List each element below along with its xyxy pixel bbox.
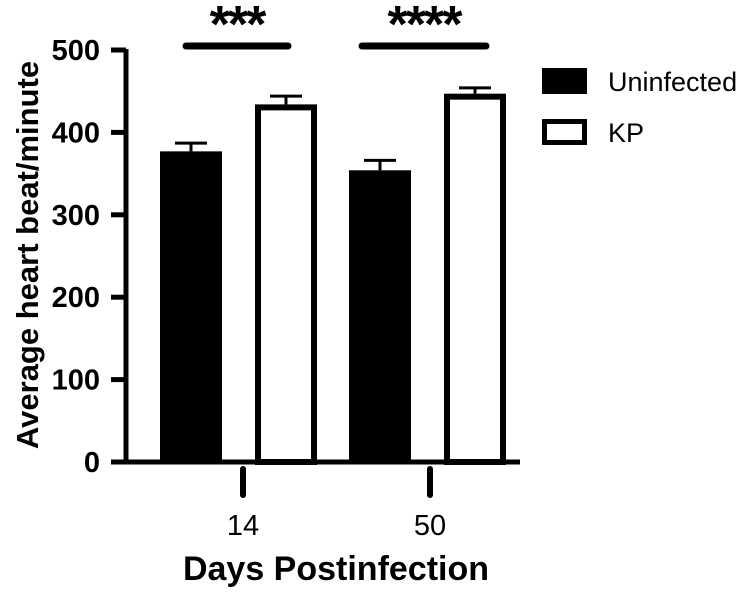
y-axis: 0 100 200 300 400 500: [52, 35, 129, 479]
y-tick-label: 200: [52, 282, 100, 314]
bars: [160, 86, 506, 465]
legend: Uninfected KP: [542, 67, 737, 148]
legend-swatch: [542, 68, 587, 94]
legend-label: KP: [608, 118, 644, 148]
x-tick-label: 14: [227, 510, 259, 542]
x-tick-label: 50: [414, 510, 446, 542]
bar-uninfected: [349, 170, 411, 462]
bar-kp: [444, 93, 506, 465]
y-tick-label: 400: [52, 117, 100, 149]
y-axis-title: Average heart beat/minute: [10, 61, 45, 449]
y-tick-label: 0: [84, 447, 100, 479]
y-tick-label: 100: [52, 365, 100, 397]
legend-swatch: [542, 119, 587, 145]
x-axis-title: Days Postinfection: [183, 550, 489, 588]
y-tick-label: 500: [52, 35, 100, 67]
bar-kp: [255, 104, 317, 465]
bar-uninfected: [160, 151, 222, 463]
significance-annotations: *** ****: [182, 0, 490, 54]
x-axis: 14 50: [124, 459, 520, 542]
significance-stars: ****: [388, 0, 464, 54]
significance-stars: ***: [210, 0, 267, 54]
legend-label: Uninfected: [608, 67, 737, 97]
y-tick-label: 300: [52, 200, 100, 232]
